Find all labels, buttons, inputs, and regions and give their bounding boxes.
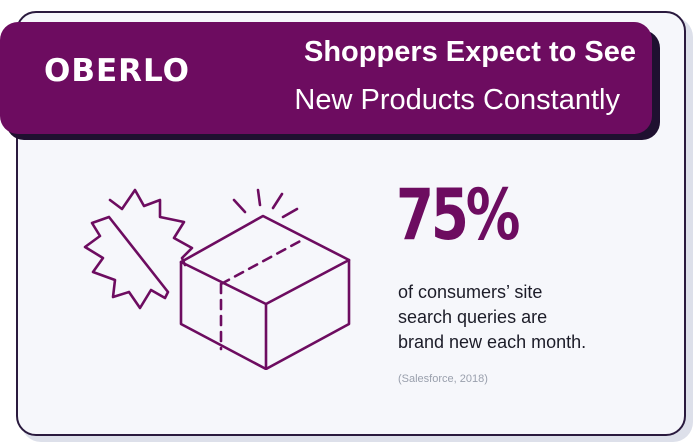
title-line-1: Shoppers Expect to See xyxy=(304,36,636,68)
oberlo-logo: OBERLO xyxy=(44,53,191,89)
box-right-face xyxy=(264,258,351,370)
stat-description-line: brand new each month. xyxy=(398,332,587,352)
new-product-box-icon xyxy=(83,188,351,370)
shine-ray xyxy=(232,198,247,214)
stat-description-line: search queries are xyxy=(398,307,548,327)
box-left-face xyxy=(179,260,268,370)
box-tape-line xyxy=(219,237,306,351)
starburst-shape xyxy=(83,188,194,310)
title-line-2: New Products Constantly xyxy=(294,84,620,116)
header-banner xyxy=(0,22,652,134)
stat-description-line: of consumers’ site xyxy=(398,282,543,302)
shine-ray xyxy=(271,192,284,210)
source-citation: (Salesforce, 2018) xyxy=(398,373,488,385)
shine-ray xyxy=(256,188,262,207)
stat-description: of consumers’ site search queries are br… xyxy=(398,280,658,355)
shine-ray xyxy=(281,207,299,219)
stat-value: 75% xyxy=(396,174,520,256)
